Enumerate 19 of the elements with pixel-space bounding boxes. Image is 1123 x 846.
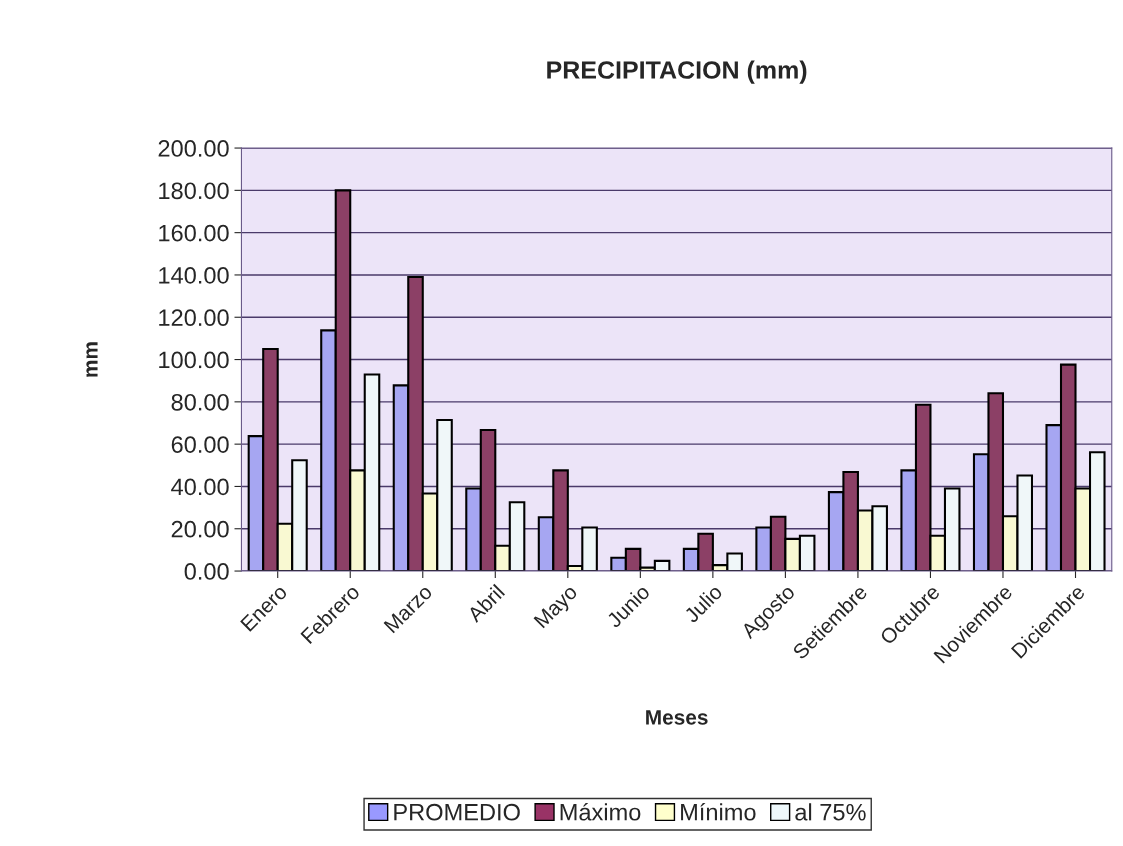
y-tick-label: 80.00 bbox=[171, 393, 229, 411]
y-tick-label: 20.00 bbox=[171, 520, 229, 538]
legend-label: al 75% bbox=[795, 803, 866, 821]
y-axis-title: mm bbox=[86, 342, 98, 377]
legend-label: PROMEDIO bbox=[394, 803, 520, 821]
x-tick-label: Julio bbox=[682, 583, 724, 624]
legend-label: Mínimo bbox=[681, 802, 756, 821]
y-tick-label: 180.00 bbox=[159, 182, 229, 200]
chart-title: PRECIPITACION (mm) bbox=[547, 60, 807, 84]
y-tick-label: 160.00 bbox=[159, 224, 229, 242]
x-axis-title: Meses bbox=[646, 710, 708, 725]
legend-label: Máximo bbox=[560, 802, 641, 821]
y-tick-label: 120.00 bbox=[159, 309, 229, 327]
y-tick-label: 40.00 bbox=[171, 478, 229, 496]
y-tick-label: 140.00 bbox=[159, 267, 229, 284]
y-tick-label: 0.00 bbox=[184, 563, 229, 580]
y-tick-label: 200.00 bbox=[158, 140, 229, 157]
y-tick-label: 100.00 bbox=[159, 351, 229, 369]
y-tick-label: 60.00 bbox=[171, 436, 229, 453]
